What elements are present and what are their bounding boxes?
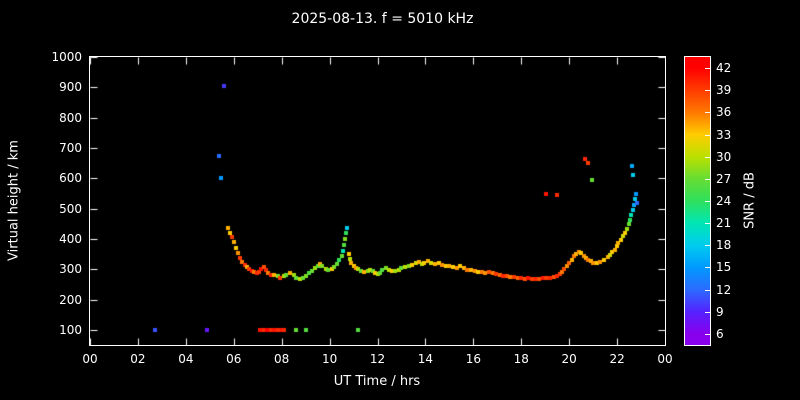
- y-tick-label: 900: [59, 80, 82, 95]
- y-tick-label: 400: [59, 231, 82, 246]
- x-tick-label: 00: [657, 352, 673, 366]
- colorbar-tick-mark: [705, 311, 710, 313]
- plot-area: [89, 56, 666, 346]
- colorbar-tick-mark: [705, 156, 710, 158]
- colorbar-tick-mark: [705, 289, 710, 291]
- colorbar-tick-mark: [705, 245, 710, 247]
- y-tick-label: 200: [59, 292, 82, 307]
- x-tick-label: 02: [130, 352, 146, 366]
- colorbar-tick-label: 9: [716, 304, 724, 319]
- x-tick-label: 22: [609, 352, 625, 366]
- x-tick-label: 20: [561, 352, 577, 366]
- chart-title: 2025-08-13. f = 5010 kHz: [291, 11, 474, 27]
- x-tick-label: 10: [321, 352, 338, 366]
- x-axis-label: UT Time / hrs: [333, 374, 421, 389]
- colorbar-tick-label: 12: [716, 282, 732, 297]
- colorbar-tick-label: 24: [716, 194, 732, 208]
- colorbar-tick-mark: [705, 90, 710, 92]
- colorbar-tick-mark: [705, 223, 710, 225]
- scatter-canvas: [90, 57, 665, 345]
- colorbar-tick-label: 18: [716, 238, 732, 253]
- x-tick-label: 04: [178, 352, 194, 366]
- colorbar-tick-mark: [705, 333, 710, 335]
- y-tick-label: 500: [59, 201, 82, 216]
- x-tick-label: 16: [465, 352, 481, 366]
- colorbar-tick-label: 39: [716, 83, 732, 98]
- y-axis-label: Virtual height / km: [6, 140, 22, 261]
- colorbar-tick-label: 27: [716, 171, 732, 186]
- x-tick-label: 14: [417, 352, 434, 366]
- y-tick-label: 800: [59, 110, 82, 125]
- y-tick-label: 300: [59, 262, 82, 277]
- colorbar-tick-mark: [705, 112, 710, 114]
- colorbar-tick-label: 15: [716, 260, 732, 275]
- colorbar: [684, 56, 711, 346]
- colorbar-tick-label: 6: [716, 326, 724, 341]
- y-tick-label: 600: [59, 171, 82, 186]
- x-tick-label: 06: [226, 352, 242, 366]
- colorbar-tick-mark: [705, 134, 710, 136]
- x-tick-label: 00: [82, 352, 98, 366]
- x-tick-label: 08: [274, 352, 290, 366]
- colorbar-tick-mark: [705, 201, 710, 202]
- colorbar-tick-mark: [705, 68, 710, 70]
- colorbar-tick-label: 42: [716, 61, 732, 76]
- x-tick-label: 12: [369, 352, 386, 366]
- colorbar-tick-label: 30: [716, 149, 732, 164]
- y-tick-label: 700: [59, 140, 82, 155]
- x-tick-label: 18: [513, 352, 529, 366]
- colorbar-tick-label: 33: [716, 127, 732, 142]
- colorbar-tick-mark: [705, 267, 710, 269]
- colorbar-tick-label: 36: [716, 105, 732, 120]
- y-tick-label: 100: [59, 322, 82, 337]
- colorbar-tick-mark: [705, 178, 710, 180]
- colorbar-tick-label: 21: [716, 216, 732, 231]
- y-tick-label: 1000: [51, 50, 82, 64]
